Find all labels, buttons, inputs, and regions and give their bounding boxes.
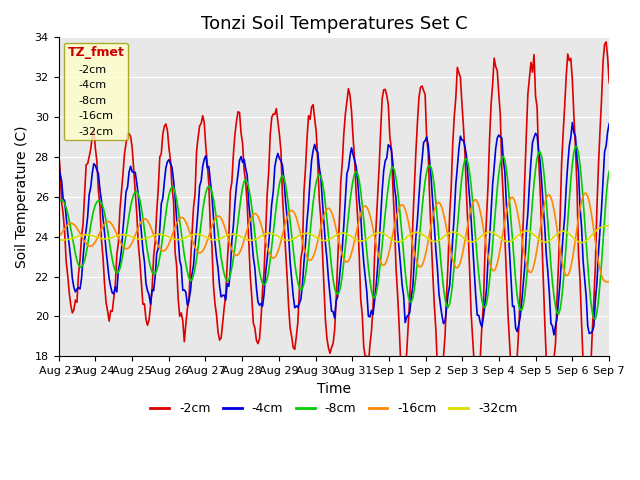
-16cm bbox=[296, 226, 303, 231]
-16cm bbox=[54, 233, 62, 239]
-32cm bbox=[578, 240, 586, 245]
-16cm bbox=[605, 279, 613, 285]
-8cm bbox=[122, 232, 130, 238]
Line: -8cm: -8cm bbox=[58, 146, 609, 319]
-32cm bbox=[122, 232, 130, 238]
Y-axis label: Soil Temperature (C): Soil Temperature (C) bbox=[15, 126, 29, 268]
-4cm bbox=[550, 332, 558, 338]
-2cm bbox=[246, 273, 254, 279]
-2cm bbox=[54, 148, 62, 154]
Line: -4cm: -4cm bbox=[58, 122, 609, 335]
-32cm bbox=[246, 238, 254, 243]
-4cm bbox=[568, 120, 576, 125]
-8cm bbox=[572, 144, 579, 149]
-32cm bbox=[296, 232, 303, 238]
-4cm bbox=[246, 215, 254, 221]
Legend: -2cm, -4cm, -8cm, -16cm, -32cm: -2cm, -4cm, -8cm, -16cm, -32cm bbox=[145, 397, 522, 420]
-32cm bbox=[54, 237, 62, 243]
-2cm bbox=[605, 80, 613, 85]
-8cm bbox=[576, 162, 584, 168]
-8cm bbox=[237, 194, 245, 200]
-8cm bbox=[54, 198, 62, 204]
-4cm bbox=[237, 154, 245, 159]
-2cm bbox=[122, 141, 130, 146]
-4cm bbox=[54, 161, 62, 167]
-8cm bbox=[296, 285, 303, 291]
-8cm bbox=[246, 193, 254, 199]
-8cm bbox=[219, 264, 227, 270]
-2cm bbox=[237, 130, 245, 136]
-32cm bbox=[237, 234, 245, 240]
-4cm bbox=[122, 189, 130, 195]
-8cm bbox=[591, 316, 599, 322]
-2cm bbox=[602, 39, 610, 45]
-16cm bbox=[237, 247, 245, 252]
-16cm bbox=[581, 190, 589, 196]
-4cm bbox=[296, 300, 303, 306]
-4cm bbox=[578, 224, 586, 230]
Line: -16cm: -16cm bbox=[58, 193, 609, 282]
-2cm bbox=[219, 320, 227, 325]
-8cm bbox=[605, 168, 613, 174]
X-axis label: Time: Time bbox=[317, 382, 351, 396]
Title: Tonzi Soil Temperatures Set C: Tonzi Soil Temperatures Set C bbox=[200, 15, 467, 33]
-4cm bbox=[219, 293, 227, 299]
-4cm bbox=[605, 121, 613, 127]
-16cm bbox=[602, 279, 610, 285]
-2cm bbox=[584, 401, 591, 407]
-2cm bbox=[296, 288, 303, 293]
-2cm bbox=[575, 251, 582, 257]
Line: -32cm: -32cm bbox=[58, 226, 609, 242]
-16cm bbox=[246, 217, 254, 223]
Line: -2cm: -2cm bbox=[58, 42, 609, 404]
-16cm bbox=[122, 246, 130, 252]
-16cm bbox=[219, 218, 227, 224]
-32cm bbox=[605, 223, 613, 228]
-16cm bbox=[575, 215, 582, 221]
-32cm bbox=[219, 235, 227, 240]
-32cm bbox=[575, 239, 582, 245]
